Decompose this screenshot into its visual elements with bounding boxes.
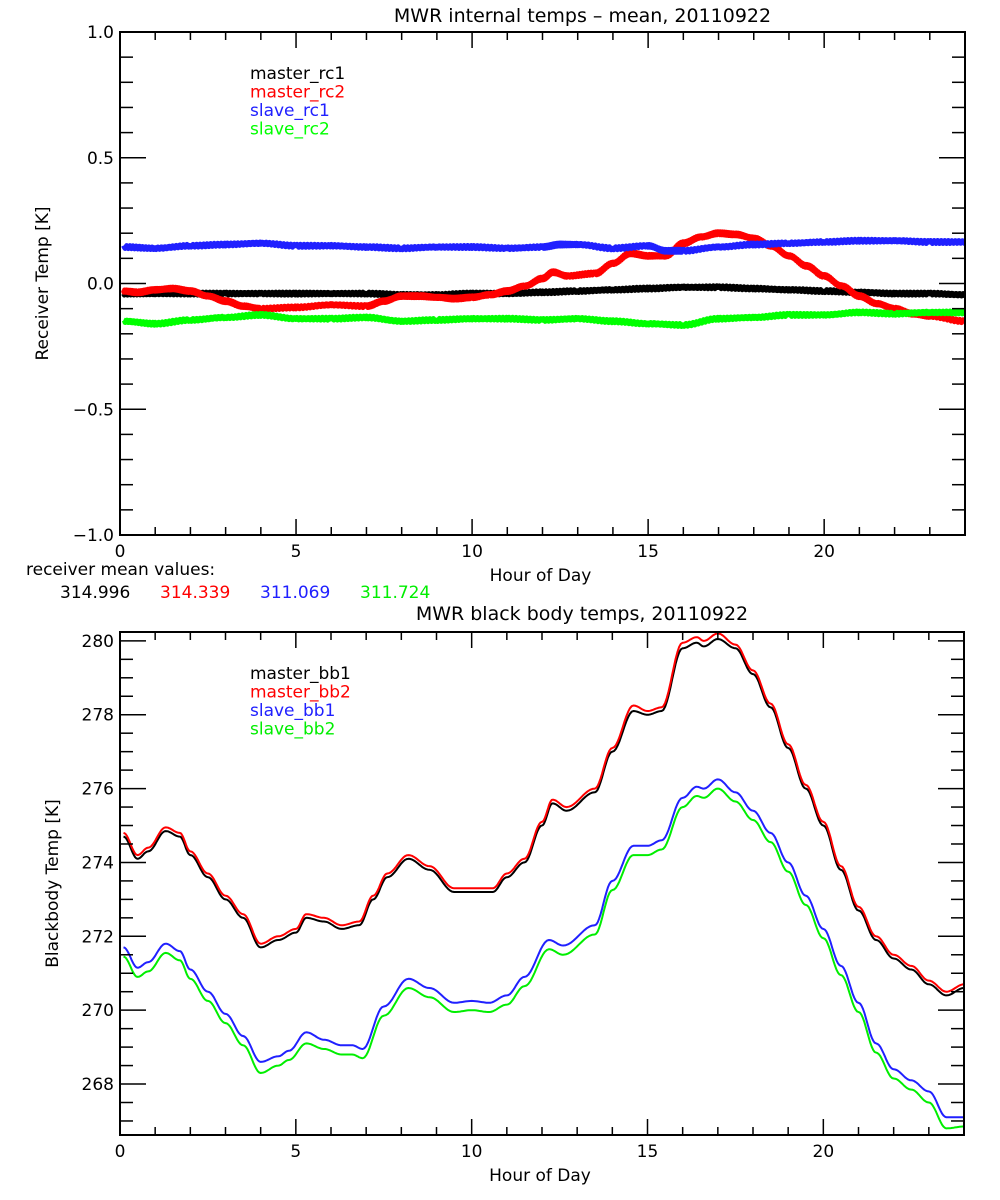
- x-tick-label: 15: [637, 1142, 659, 1162]
- legend-entry-master_bb1: master_bb1: [250, 664, 351, 684]
- receiver-mean-value: 314.339: [160, 583, 230, 603]
- receiver-mean-label: receiver mean values:: [26, 560, 215, 580]
- chart-title: MWR internal temps – mean, 20110922: [394, 5, 771, 27]
- series-line-master_bb2: [123, 632, 964, 993]
- receiver-mean-value: 314.996: [60, 583, 130, 603]
- y-tick-label: 268: [82, 1075, 114, 1095]
- series-line-master_bb1: [123, 638, 964, 997]
- legend-entry-slave_rc2: slave_rc2: [250, 120, 330, 140]
- x-tick-label: 10: [461, 1142, 483, 1162]
- x-tick-label: 15: [637, 542, 659, 562]
- x-tick-label: 10: [461, 542, 483, 562]
- x-tick-label: 0: [115, 1142, 126, 1162]
- receiver-mean-value: 311.724: [360, 583, 430, 603]
- legend-entry-master_rc2: master_rc2: [250, 83, 345, 103]
- y-tick-label: 1.0: [87, 23, 114, 43]
- y-tick-label: −1.0: [73, 526, 114, 546]
- y-axis-label: Receiver Temp [K]: [33, 206, 53, 360]
- y-tick-label: 278: [82, 706, 114, 726]
- receiver-mean-values: receiver mean values: 314.996 314.339 311.0…: [26, 560, 430, 603]
- receiver-mean-value: 311.069: [260, 583, 330, 603]
- series-line-slave_bb2: [123, 787, 964, 1130]
- series-line-master_rc1: [121, 283, 965, 299]
- chart-2: MWR black body temps, 20110922 0 5 10 15 20 Ho…: [43, 603, 965, 1186]
- x-axis-label: Hour of Day: [489, 1166, 591, 1186]
- x-tick-label: 5: [290, 1142, 301, 1162]
- y-tick-label: 274: [82, 853, 114, 873]
- legend-entry-slave_bb2: slave_bb2: [250, 720, 335, 740]
- legend-entry-slave_rc1: slave_rc1: [250, 101, 330, 121]
- y-axis-label: Blackbody Temp [K]: [43, 799, 63, 968]
- y-tick-label: 270: [82, 1001, 114, 1021]
- series-line-slave_rc1: [121, 236, 965, 255]
- series-line-master_rc2: [121, 229, 965, 326]
- y-tick-label: 276: [82, 780, 114, 800]
- y-tick-label: 280: [82, 632, 114, 652]
- legend-entry-master_rc1: master_rc1: [250, 64, 345, 84]
- legend-entry-slave_bb1: slave_bb1: [250, 701, 335, 721]
- y-tick-label: −0.5: [73, 400, 114, 420]
- x-tick-label: 0: [115, 542, 126, 562]
- y-tick-label: 0.5: [87, 149, 114, 169]
- y-tick-label: 272: [82, 927, 114, 947]
- series-line-slave_bb1: [123, 778, 964, 1119]
- y-tick-label: 0.0: [87, 275, 114, 295]
- x-tick-label: 20: [813, 542, 835, 562]
- x-axis-label: Hour of Day: [490, 566, 592, 586]
- chart-title: MWR black body temps, 20110922: [416, 603, 748, 625]
- plot-frame: [119, 631, 965, 1136]
- x-tick-label: 20: [813, 1142, 835, 1162]
- x-tick-label: 5: [291, 542, 302, 562]
- series-line-slave_rc2: [121, 308, 965, 329]
- legend-entry-master_bb2: master_bb2: [250, 683, 351, 703]
- chart-1: MWR internal temps – mean, 20110922 0 5 10 1…: [33, 5, 966, 586]
